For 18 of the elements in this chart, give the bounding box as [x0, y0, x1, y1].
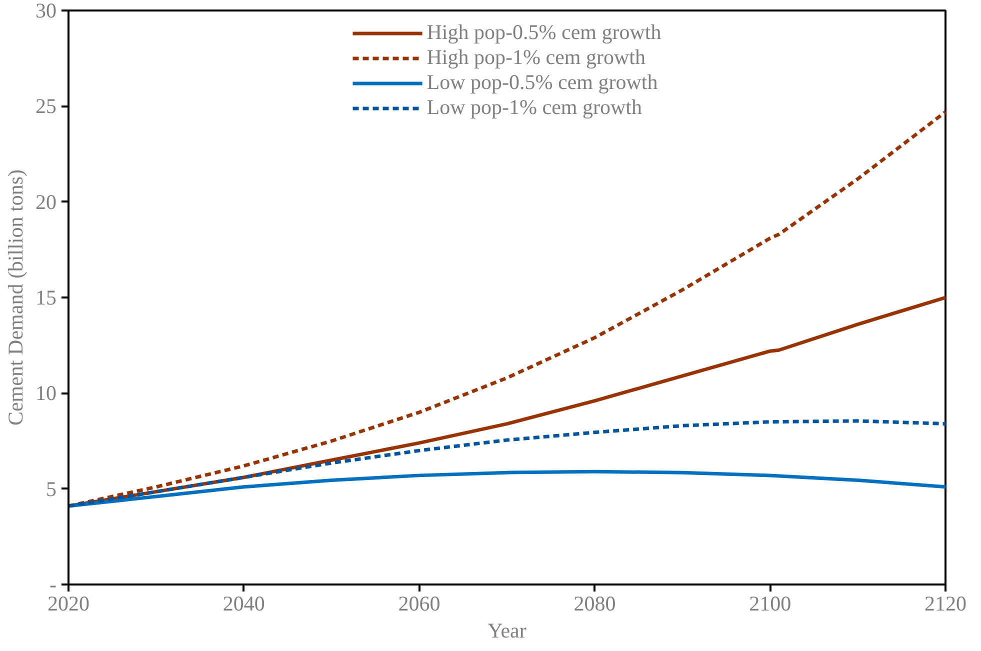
y-tick-label: 20	[36, 190, 56, 214]
x-axis-title: Year	[488, 618, 526, 642]
y-tick-label: 15	[36, 286, 56, 310]
legend-label: High pop-0.5% cem growth	[426, 20, 662, 45]
legend-label: Low pop-1% cem growth	[426, 95, 642, 120]
x-tick-label: 2060	[398, 592, 440, 616]
y-tick-label: 5	[46, 476, 56, 501]
y-axis-title: Cement Demand (billion tons)	[4, 169, 28, 426]
y-tick-label: 10	[36, 381, 56, 406]
y-tick-label: 30	[36, 0, 56, 22]
x-tick-label: 2080	[574, 592, 616, 616]
legend-label: High pop-1% cem growth	[426, 45, 646, 70]
x-tick-label: 2040	[222, 592, 265, 616]
y-tick-label: 25	[36, 94, 56, 118]
x-tick-label: 2100	[749, 592, 792, 616]
x-tick-label: 2120	[924, 592, 966, 616]
legend-label: Low pop-0.5% cem growth	[426, 70, 658, 95]
line-series	[68, 419, 946, 508]
